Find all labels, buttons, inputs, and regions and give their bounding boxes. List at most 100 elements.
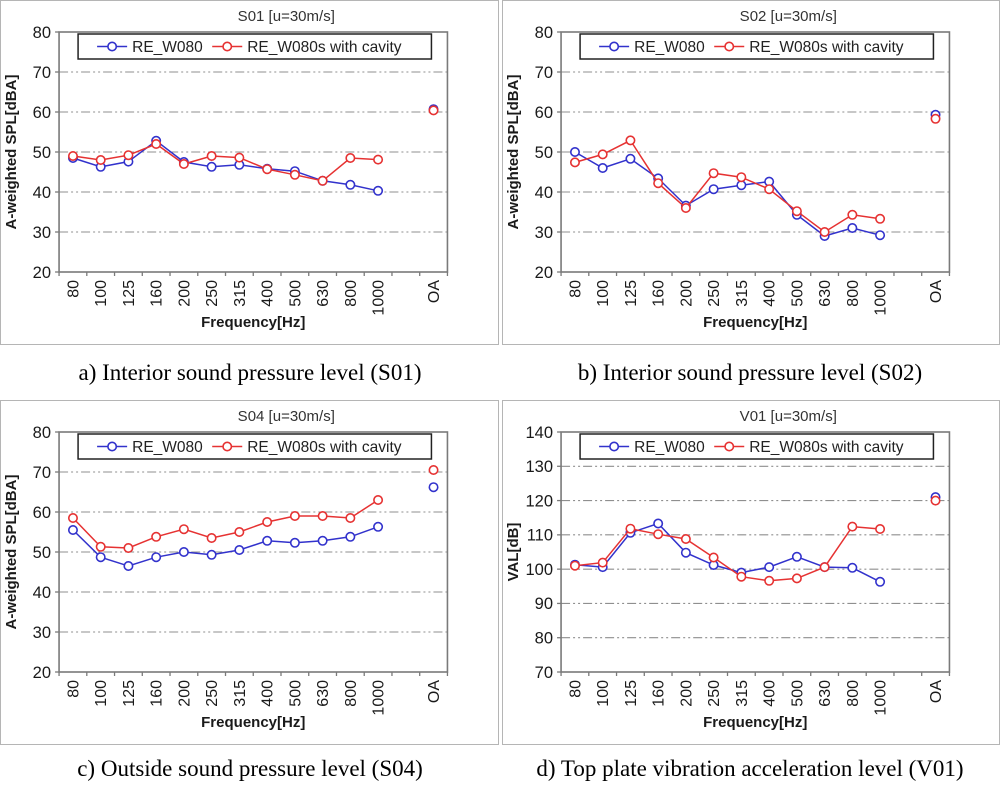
data-point [373,521,384,532]
svg-text:400: 400 [761,680,778,707]
data-point [819,562,830,573]
svg-text:60: 60 [33,504,51,522]
data-point [178,547,189,558]
data-point [874,213,885,224]
data-point [289,511,300,522]
data-point [624,523,635,534]
svg-text:500: 500 [287,680,304,707]
svg-text:1000: 1000 [371,680,388,716]
data-point [791,551,802,562]
data-point [597,149,608,160]
y-axis: 20 30 40 50 60 70 80 [33,24,60,282]
svg-text:30: 30 [33,224,51,242]
series-2 [569,495,941,586]
gridlines [59,71,448,233]
legend-label: RE_W080s with cavity [749,439,904,456]
svg-text:200: 200 [678,680,695,707]
svg-text:OA: OA [426,680,443,703]
svg-text:20: 20 [33,264,51,282]
svg-text:125: 125 [622,280,639,307]
data-point [624,153,635,164]
legend-label: RE_W080s with cavity [749,39,904,56]
svg-text:100: 100 [525,561,553,579]
data-point [708,184,719,195]
svg-text:800: 800 [844,280,861,307]
data-point [206,533,217,544]
chart-title: S04 [u=30m/s] [238,408,335,425]
y-axis: 70 80 90 100 110 120 130 140 [525,424,561,682]
data-point [874,576,885,587]
data-point [234,545,245,556]
data-point [95,155,106,166]
data-point [569,147,580,158]
svg-text:630: 630 [817,280,834,307]
data-point [67,513,78,524]
svg-text:80: 80 [567,680,584,698]
chart-title: S02 [u=30m/s] [739,8,836,25]
data-point [428,482,439,493]
data-point [67,151,78,162]
data-point [317,175,328,186]
svg-text:500: 500 [287,280,304,307]
svg-text:80: 80 [33,24,51,42]
y-axis: 20 30 40 50 60 70 80 [33,424,60,682]
svg-text:400: 400 [260,280,277,307]
data-point [206,549,217,560]
data-point [234,527,245,538]
x-axis-ticks [58,672,449,676]
svg-text:200: 200 [176,280,193,307]
series-2 [569,113,941,238]
data-point [345,531,356,542]
data-point [569,157,580,168]
data-point [735,571,746,582]
legend-marker-icon [723,41,734,52]
svg-text:315: 315 [733,280,750,307]
svg-text:40: 40 [33,584,51,602]
svg-text:125: 125 [121,280,138,307]
svg-text:500: 500 [789,680,806,707]
series-1 [67,104,439,196]
svg-text:315: 315 [232,280,249,307]
svg-text:800: 800 [343,280,360,307]
svg-text:100: 100 [595,680,612,707]
data-point [819,227,830,238]
svg-text:70: 70 [534,664,552,682]
svg-text:250: 250 [706,680,723,707]
x-axis-labels: 80 100 125 160 200 250 315 400 500 630 800 1000 OA [65,280,443,316]
data-point [652,529,663,540]
svg-text:50: 50 [33,144,51,162]
data-point [262,517,273,528]
data-point [652,178,663,189]
svg-text:OA: OA [928,280,945,303]
data-point [345,513,356,524]
chart-row-bottom: S04 [u=30m/s] 20 30 40 50 60 70 80 80 100 125 160 20… [0,400,1000,745]
svg-text:80: 80 [567,280,584,298]
data-point [735,180,746,191]
y-axis-title: VAL[dB] [505,523,522,582]
data-point [289,537,300,548]
data-point [763,562,774,573]
data-point [428,105,439,116]
svg-text:20: 20 [534,264,552,282]
data-point [373,495,384,506]
svg-text:125: 125 [121,680,138,707]
x-axis-labels: 80 100 125 160 200 250 315 400 500 630 800 1000 OA [567,280,945,316]
legend-marker-icon [608,41,619,52]
svg-text:800: 800 [343,680,360,707]
gridlines [560,71,949,233]
svg-text:OA: OA [426,280,443,303]
data-point [373,185,384,196]
chart-s02: S02 [u=30m/s] 20 30 40 50 60 70 80 80 100 125 160 20… [505,8,950,331]
gridlines [59,471,448,633]
legend-marker-icon [222,41,233,52]
y-axis-title: A-weighted SPL[dBA] [3,475,20,630]
data-point [569,560,580,571]
series-2 [67,465,439,554]
data-point [373,154,384,165]
svg-text:400: 400 [761,280,778,307]
svg-text:315: 315 [232,680,249,707]
series-1 [67,482,439,572]
svg-text:70: 70 [534,64,552,82]
caption-s02: b) Interior sound pressure level (S02) [577,359,923,385]
data-point [930,113,941,124]
